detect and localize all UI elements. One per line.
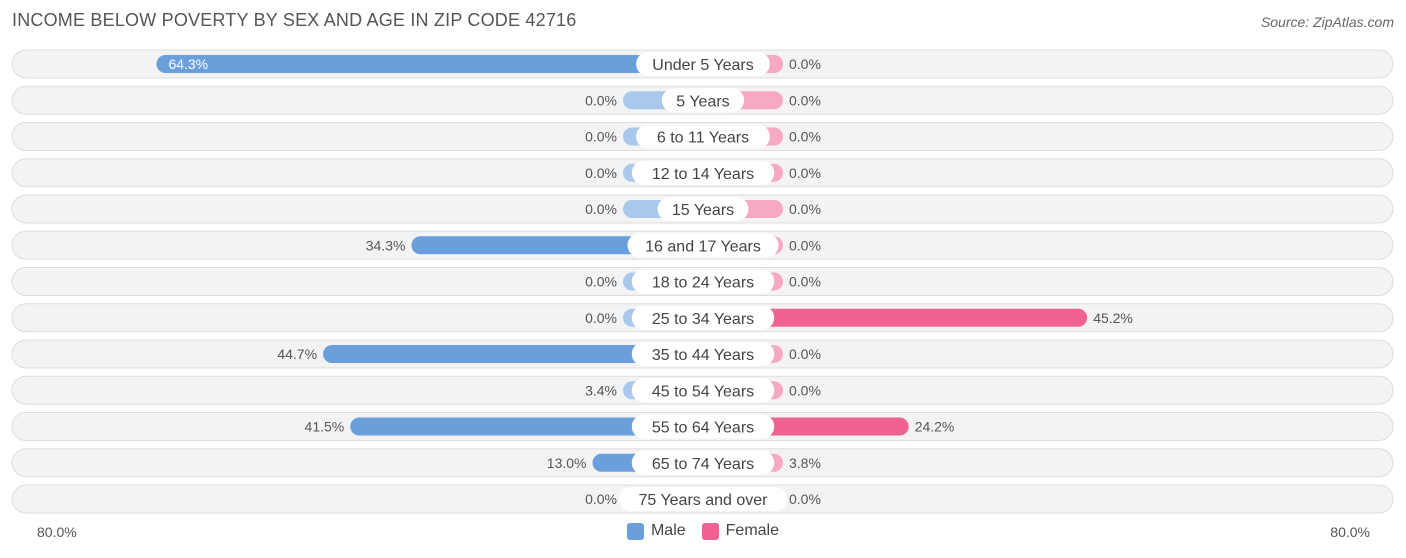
value-label-female: 45.2% <box>1093 310 1133 326</box>
category-label-background <box>627 233 779 258</box>
value-label-female: 0.0% <box>789 274 821 290</box>
category-label-background <box>631 414 775 439</box>
category-label-background <box>661 88 745 113</box>
category-label: 16 and 17 Years <box>645 238 761 255</box>
category-label: 45 to 54 Years <box>652 383 754 400</box>
value-label-male: 0.0% <box>585 274 617 290</box>
value-label-male: 0.0% <box>585 129 617 145</box>
category-label: Under 5 Years <box>652 57 753 74</box>
legend-label-male: Male <box>650 522 686 539</box>
category-label-background <box>631 378 775 403</box>
chart-title: INCOME BELOW POVERTY BY SEX AND AGE IN Z… <box>12 10 577 30</box>
category-label-background <box>618 487 788 511</box>
axis-right-label: 80.0% <box>1330 524 1370 540</box>
value-label-male: 0.0% <box>585 92 617 108</box>
legend-swatch-male <box>626 522 644 540</box>
value-label-female: 0.0% <box>789 129 821 145</box>
bar-male <box>323 345 703 363</box>
source-note: Source: ZipAtlas.com <box>1260 14 1394 30</box>
value-label-male: 13.0% <box>547 455 587 471</box>
category-label: 25 to 34 Years <box>652 311 754 328</box>
chart-canvas: 64.3% 0.0% Under 5 Years 0.0% 0.0% 5 Years 0.0… <box>11 49 1394 514</box>
value-label-female: 3.8% <box>789 455 821 471</box>
category-label: 6 to 11 Years <box>657 130 749 147</box>
bar-male <box>156 55 703 73</box>
category-label: 12 to 14 Years <box>652 166 754 183</box>
category-label-background <box>631 450 775 475</box>
value-label-male: 0.0% <box>585 201 617 217</box>
category-label: 75 Years and over <box>639 492 769 509</box>
value-label-male: 3.4% <box>585 382 617 398</box>
legend-item-female[interactable]: Female <box>701 522 780 540</box>
category-label-background <box>657 197 749 221</box>
value-label-male: 41.5% <box>305 419 345 435</box>
value-label-female: 0.0% <box>789 56 821 72</box>
category-label-background <box>636 124 770 149</box>
category-label: 15 Years <box>672 202 734 219</box>
category-label-background <box>631 305 775 330</box>
value-label-female: 0.0% <box>789 92 821 108</box>
category-label: 35 to 44 Years <box>652 347 754 364</box>
bar-male <box>350 417 703 436</box>
value-label-female: 0.0% <box>789 237 821 253</box>
value-label-female: 0.0% <box>789 346 821 362</box>
value-label-male: 0.0% <box>585 491 617 507</box>
value-label-female: 24.2% <box>915 419 955 435</box>
category-label: 55 to 64 Years <box>652 420 754 437</box>
value-label-male: 64.3% <box>168 56 208 72</box>
category-label: 18 to 24 Years <box>652 275 754 292</box>
value-label-female: 0.0% <box>789 201 821 217</box>
category-label: 5 Years <box>676 93 729 110</box>
value-label-female: 0.0% <box>789 491 821 507</box>
value-label-male: 44.7% <box>277 346 317 362</box>
category-label-background <box>631 269 775 294</box>
category-label: 65 to 74 Years <box>652 456 754 473</box>
value-label-male: 0.0% <box>585 310 617 326</box>
value-label-male: 34.3% <box>366 237 406 253</box>
category-label-background <box>636 52 770 76</box>
category-label-background <box>631 342 775 366</box>
value-label-male: 0.0% <box>585 165 617 181</box>
legend-swatch-female <box>701 522 719 540</box>
value-label-female: 0.0% <box>789 165 821 181</box>
category-label-background <box>631 160 775 185</box>
value-label-female: 0.0% <box>789 382 821 398</box>
legend-label-female: Female <box>725 522 780 539</box>
legend-item-male[interactable]: Male <box>626 522 686 540</box>
legend: Male Female <box>0 522 1406 540</box>
bar-female <box>703 308 1088 327</box>
axis-left-label: 80.0% <box>37 524 77 540</box>
